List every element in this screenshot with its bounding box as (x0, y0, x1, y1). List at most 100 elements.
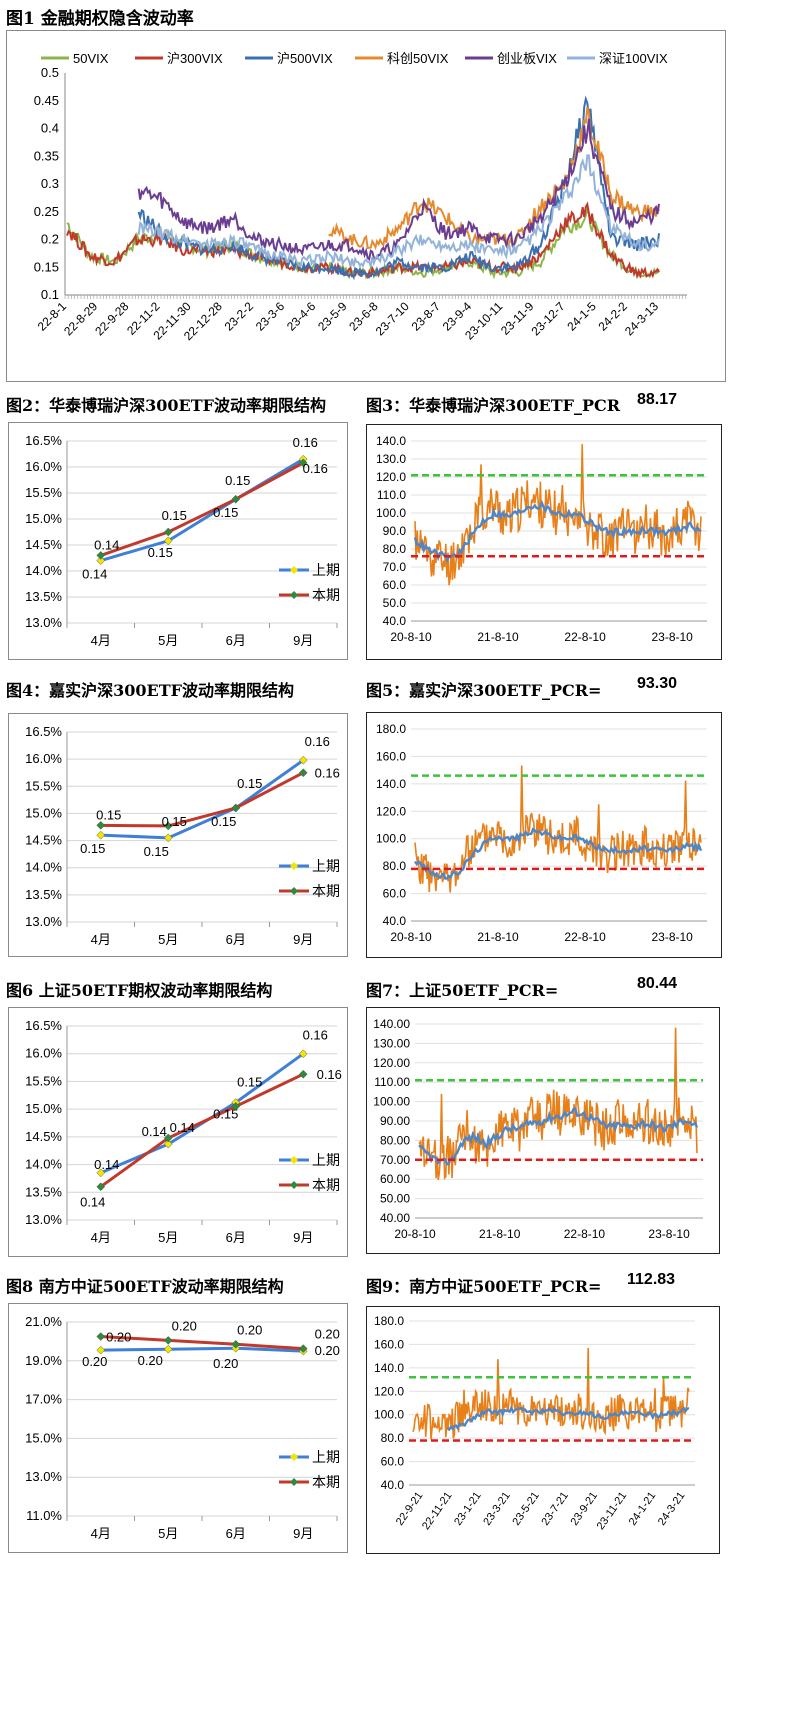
series-line-PCR (414, 444, 702, 586)
term2-title: 图4：嘉实沪深300ETF波动率期限结构 (6, 681, 294, 700)
data-point-上期 (298, 1049, 308, 1059)
data-point-上期 (163, 1344, 173, 1354)
data-label: 0.20 (138, 1353, 163, 1368)
y-tick-label: 13.0% (25, 615, 62, 630)
pcr1-chart: 40.0 50.0 60.0 70.0 80.0 90.0 100.0 110.0 120.0 1… (376, 434, 707, 644)
pcr2-chart-frame: 40.0 60.0 80.0 100.0 120.0 140.0 160.0 180.0 20-… (366, 712, 722, 958)
x-tick-label: 22-11-21 (420, 1490, 455, 1532)
vix-title: 图1 金融期权隐含波动率 (6, 9, 194, 29)
y-tick-label: 120.0 (374, 1384, 404, 1398)
data-label: 0.14 (94, 1157, 119, 1172)
data-point-本期 (96, 551, 106, 560)
vix-chart-frame: 0.1 0.15 0.2 0.25 0.3 0.35 0.4 0.45 0.5 22-8-1 22-… (6, 30, 726, 382)
series-line-均线 (418, 1107, 699, 1166)
y-tick-label: 120.00 (373, 1056, 410, 1070)
data-point-上期 (163, 1139, 173, 1149)
data-label: 0.20 (106, 1330, 131, 1345)
legend-label-沪500VIX: 沪500VIX (277, 51, 333, 66)
y-tick-label: 40.00 (380, 1211, 410, 1225)
x-tick-label: 20-8-10 (390, 930, 432, 944)
data-point-本期 (231, 803, 241, 813)
x-tick-label: 23-8-7 (409, 299, 444, 334)
x-tick-label: 5月 (158, 1230, 178, 1245)
data-label: 0.20 (315, 1327, 340, 1342)
y-tick-label: 16.5% (25, 1018, 62, 1033)
x-tick-label: 23-3-21 (481, 1490, 513, 1528)
data-label: 0.20 (172, 1318, 197, 1333)
data-point-本期 (298, 458, 308, 468)
series-line-上期 (100, 457, 305, 563)
series-line-均线 (414, 827, 703, 880)
legend-label-上期: 上期 (312, 1449, 340, 1465)
term3-chart-frame: 13.0% 13.5% 14.0% 14.5% 15.0% 15.5% 16.0% 16.5%… (8, 1007, 348, 1257)
y-tick-label: 80.0 (383, 859, 407, 873)
pcr2-title: 图5：嘉实沪深300ETF_PCR= (366, 681, 602, 700)
data-point-上期 (96, 1345, 106, 1355)
pcr3-value: 80.44 (637, 975, 678, 992)
pcr4-value: 112.83 (627, 1271, 676, 1288)
y-tick-label: 16.0% (25, 751, 62, 766)
series-line-PCR (418, 1027, 698, 1181)
term3-chart: 13.0% 13.5% 14.0% 14.5% 15.0% 15.5% 16.0% 16.5%… (25, 1018, 342, 1245)
legend-label-创业板VIX: 创业板VIX (497, 51, 557, 66)
data-point-上期 (298, 755, 308, 765)
x-tick-label: 9月 (293, 932, 313, 947)
y-tick-label: 120.0 (376, 470, 406, 484)
x-tick-label: 9月 (293, 1526, 313, 1541)
y-tick-label: 180.0 (374, 1314, 404, 1328)
y-tick-label: 140.00 (373, 1017, 410, 1031)
x-tick-label: 23-1-21 (452, 1490, 484, 1528)
y-tick-label: 50.0 (383, 596, 407, 610)
x-tick-label: 4月 (91, 1230, 111, 1245)
x-tick-label: 23-8-10 (648, 1227, 690, 1241)
y-tick-label: 60.0 (383, 887, 407, 901)
y-tick-label: 0.3 (41, 176, 59, 191)
data-label: 0.20 (237, 1322, 262, 1337)
data-label: 0.15 (213, 1106, 238, 1121)
x-tick-label: 20-8-10 (394, 1227, 436, 1241)
x-tick-label: 22-8-10 (564, 930, 606, 944)
y-tick-label: 13.0% (25, 1212, 62, 1227)
pcr3-chart-frame: 40.00 50.00 60.00 70.00 80.00 90.00 100.00 110.… (366, 1007, 720, 1254)
data-point-上期 (96, 1168, 106, 1178)
legend-label-深证100VIX: 深证100VIX (599, 51, 668, 66)
series-line-本期 (99, 1072, 304, 1188)
y-tick-label: 13.5% (25, 1184, 62, 1199)
x-tick-label: 6月 (226, 932, 246, 947)
y-tick-label: 15.5% (25, 1073, 62, 1088)
x-tick-label: 23-2-2 (222, 299, 257, 334)
y-tick-label: 130.00 (373, 1036, 410, 1050)
y-tick-label: 13.0% (25, 914, 62, 929)
pcr1-title: 图3：华泰博瑞沪深300ETF_PCR (366, 396, 621, 415)
y-tick-label: 110.00 (374, 1075, 410, 1089)
legend-label-50VIX: 50VIX (73, 51, 109, 66)
data-label: 0.16 (293, 435, 318, 450)
y-tick-label: 180.0 (376, 722, 406, 736)
y-tick-label: 16.0% (25, 1046, 62, 1061)
data-label: 0.16 (303, 461, 328, 476)
term4-chart-frame: 11.0% 13.0% 15.0% 17.0% 19.0% 21.0% 4月 5月 6月 9月 0.… (8, 1303, 348, 1553)
term1-title: 图2：华泰博瑞沪深300ETF波动率期限结构 (6, 396, 326, 415)
y-tick-label: 0.25 (34, 204, 59, 219)
y-tick-label: 0.5 (41, 65, 59, 80)
data-point-上期 (96, 830, 106, 840)
y-tick-label: 120.0 (376, 804, 406, 818)
y-tick-label: 80.00 (380, 1133, 410, 1147)
y-tick-label: 14.0% (25, 860, 62, 875)
y-tick-label: 100.0 (374, 1408, 404, 1422)
y-tick-label: 15.0% (25, 511, 62, 526)
y-tick-label: 11.0% (26, 1508, 62, 1523)
x-tick-label: 6月 (226, 1526, 246, 1541)
x-tick-label: 24-1-5 (564, 299, 599, 334)
legend-label-本期: 本期 (312, 1474, 340, 1490)
pcr1-chart-frame: 40.0 50.0 60.0 70.0 80.0 90.0 100.0 110.0 120.0 1… (366, 424, 722, 660)
data-point-本期 (96, 1332, 106, 1341)
y-tick-label: 15.0% (25, 1101, 62, 1116)
series-line-上期 (100, 1052, 305, 1175)
legend-marker-上期 (290, 566, 298, 574)
data-point-本期 (231, 494, 241, 504)
legend-marker-上期 (290, 1156, 298, 1164)
y-tick-label: 13.0% (25, 1469, 62, 1484)
x-tick-label: 9月 (293, 1230, 313, 1245)
term2-chart-frame: 13.0% 13.5% 14.0% 14.5% 15.0% 15.5% 16.0% 16.5%… (8, 713, 348, 957)
